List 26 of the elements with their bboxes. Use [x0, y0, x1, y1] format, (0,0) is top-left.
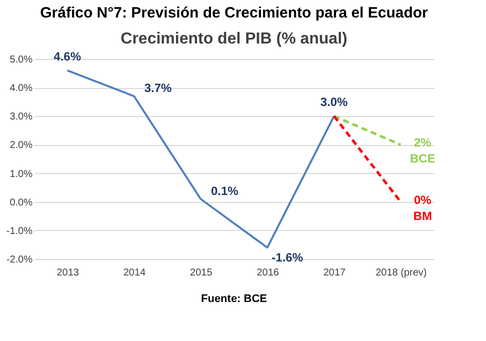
data-label: 3.7% [144, 81, 172, 96]
data-label: 4.6% [54, 49, 82, 64]
data-label: 3.0% [320, 95, 348, 110]
y-tick-label: 0.0% [10, 197, 33, 208]
data-label: 0% [414, 192, 432, 207]
series-label: BCE [410, 152, 436, 166]
chart-title: Gráfico N°7: Previsión de Crecimiento para el Ecuador [40, 4, 428, 22]
x-tick-label: 2014 [123, 268, 146, 278]
source-note: Fuente: BCE [201, 293, 267, 305]
x-tick-label: 2016 [256, 268, 280, 278]
x-tick-label: 2013 [56, 268, 80, 278]
y-tick-label: -1.0% [6, 226, 33, 237]
x-tick-label: 2018 (prev) [376, 268, 427, 278]
data-label: 2% [414, 136, 432, 150]
data-label: 0.1% [210, 184, 239, 198]
data-label: -1.6% [272, 250, 304, 265]
y-tick-label: -2.0% [6, 254, 33, 266]
y-tick-label: 4.0% [10, 83, 33, 94]
y-tick-label: 1.0% [10, 168, 33, 180]
x-tick-label: 2017 [323, 268, 346, 278]
x-tick-label: 2015 [190, 268, 213, 278]
y-tick-label: 3.0% [10, 112, 33, 123]
series-label: BM [413, 208, 432, 223]
chart-subtitle: Crecimiento del PIB (% anual) [120, 30, 348, 48]
y-tick-label: 5.0% [10, 54, 33, 66]
y-tick-label: 2.0% [10, 140, 33, 152]
